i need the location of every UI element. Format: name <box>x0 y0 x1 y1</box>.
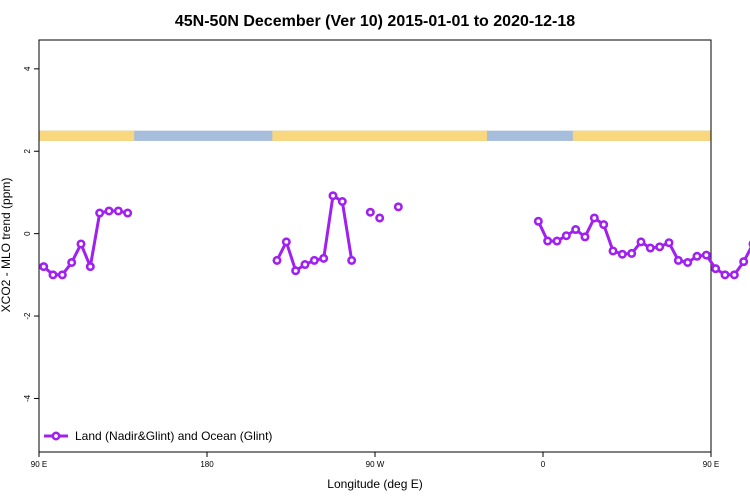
data-point <box>300 260 310 270</box>
data-point <box>365 207 375 217</box>
data-point <box>739 257 749 267</box>
data-point <box>655 242 665 252</box>
data-point <box>664 238 674 248</box>
data-point <box>533 216 543 226</box>
data-point <box>636 237 646 247</box>
chart-title: 45N-50N December (Ver 10) 2015-01-01 to … <box>175 13 575 30</box>
data-point <box>683 257 693 267</box>
data-point <box>393 202 403 212</box>
legend: Land (Nadir&Glint) and Ocean (Glint) <box>44 429 272 443</box>
data-point <box>272 255 282 265</box>
data-point <box>67 257 77 267</box>
data-point <box>673 255 683 265</box>
y-axis: -4 -2 0 2 4 <box>23 66 39 402</box>
data-point <box>375 213 385 223</box>
x-tick-label: 90 E <box>703 460 719 469</box>
x-tick-label: 90 E <box>31 460 47 469</box>
data-point <box>720 270 730 280</box>
data-point <box>711 264 721 274</box>
y-axis-label: XCO2 - MLO trend (ppm) <box>0 178 13 313</box>
data-point <box>571 225 581 235</box>
data-point <box>617 249 627 259</box>
land-band <box>39 130 135 141</box>
data-point <box>291 266 301 276</box>
land-ocean-strip <box>39 130 711 141</box>
data-point <box>309 255 319 265</box>
x-axis-label: Longitude (deg E) <box>327 477 422 491</box>
legend-marker-swatch <box>51 431 61 441</box>
data-point <box>347 255 357 265</box>
data-point <box>561 231 571 241</box>
y-tick-label: 4 <box>23 66 32 71</box>
data-point <box>701 250 711 260</box>
data-point <box>104 206 114 216</box>
data-point <box>57 270 67 280</box>
data-point <box>599 220 609 230</box>
data-point <box>608 246 618 256</box>
data-point <box>543 236 553 246</box>
data-point <box>627 248 637 258</box>
data-point <box>645 243 655 253</box>
data-point <box>552 236 562 246</box>
series-line <box>42 209 129 277</box>
data-point <box>113 206 123 216</box>
data-point <box>337 197 347 207</box>
data-point <box>95 208 105 218</box>
y-tick-label: -4 <box>23 394 32 402</box>
data-point <box>692 251 702 261</box>
data-point <box>85 262 95 272</box>
data-point <box>48 270 58 280</box>
land-band <box>272 130 487 141</box>
y-tick-label: -2 <box>23 312 32 320</box>
x-tick-label: 90 W <box>366 460 385 469</box>
data-point <box>123 208 133 218</box>
data-point <box>39 262 49 272</box>
legend-label: Land (Nadir&Glint) and Ocean (Glint) <box>75 429 272 443</box>
data-point <box>281 237 291 247</box>
x-tick-label: 0 <box>541 460 546 469</box>
data-point <box>76 239 86 249</box>
series-layer <box>39 191 750 280</box>
data-point <box>589 213 599 223</box>
y-tick-label: 2 <box>23 148 32 153</box>
land-band <box>572 130 711 141</box>
x-tick-label: 180 <box>200 460 214 469</box>
data-point <box>328 191 338 201</box>
data-point <box>729 270 739 280</box>
data-point <box>319 253 329 263</box>
data-point <box>580 232 590 242</box>
y-tick-label: 0 <box>23 231 32 236</box>
